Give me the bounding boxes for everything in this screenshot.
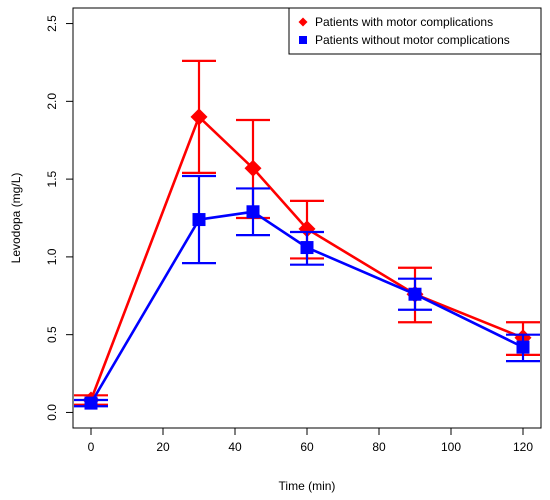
x-tick-label: 60 [300,440,314,454]
x-axis-title: Time (min) [279,479,336,493]
data-point [190,108,208,126]
x-tick-label: 20 [156,440,170,454]
x-tick-label: 0 [88,440,95,454]
y-tick-label: 2.5 [45,15,59,32]
legend-items: Patients with motor complications Patient… [298,15,510,47]
y-tick-label: 0.0 [45,404,59,421]
data-point [246,205,260,219]
y-axis-title: Levodopa (mg/L) [9,173,23,264]
y-tick-label: 2.0 [45,93,59,110]
data-point [244,159,262,177]
legend-label: Patients without motor complications [315,33,510,47]
series-line [89,114,524,401]
data-point [84,396,98,410]
data-point [516,340,530,354]
legend-label: Patients with motor complications [315,15,493,29]
data-point [298,220,316,238]
x-tick-label: 120 [513,440,533,454]
series-without-complications [74,174,540,410]
x-tick-label: 80 [372,440,386,454]
legend-box [288,7,542,55]
axis-ticks: 0 20 40 60 80 100 120 0.0 0.5 1.0 1.5 2.0 2.5 [45,15,533,454]
data-point [300,241,314,255]
x-tick-label: 40 [228,440,242,454]
y-tick-label: 1.0 [45,248,59,265]
data-point [408,287,422,301]
y-tick-label: 1.5 [45,170,59,187]
legend-marker [298,17,308,27]
series-line [89,210,524,404]
series-layer [74,59,540,410]
legend-marker [299,36,307,44]
y-tick-label: 0.5 [45,326,59,343]
x-tick-label: 100 [441,440,461,454]
legend: Patients with motor complications Patient… [288,7,542,55]
data-point [192,213,206,227]
